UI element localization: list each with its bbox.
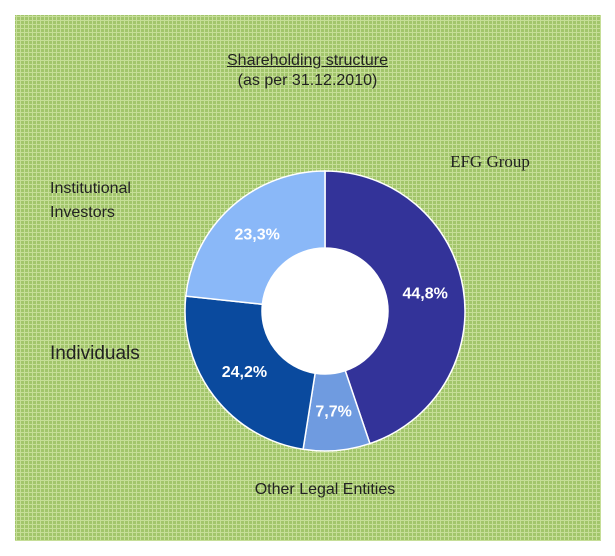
value-label: 44,8% — [402, 286, 447, 303]
donut-hole — [262, 248, 388, 374]
value-label: 23,3% — [234, 227, 279, 244]
category-label: Institutional Investors — [50, 180, 131, 221]
chart-subtitle: (as per 31.12.2010) — [237, 72, 378, 89]
value-label: 24,2% — [222, 364, 267, 381]
chart-title: Shareholding structure — [227, 52, 388, 69]
category-label: EFG Group — [450, 152, 530, 171]
category-label: Individuals — [50, 343, 140, 364]
value-label: 7,7% — [315, 403, 351, 420]
category-label: Other Legal Entities — [254, 481, 396, 498]
